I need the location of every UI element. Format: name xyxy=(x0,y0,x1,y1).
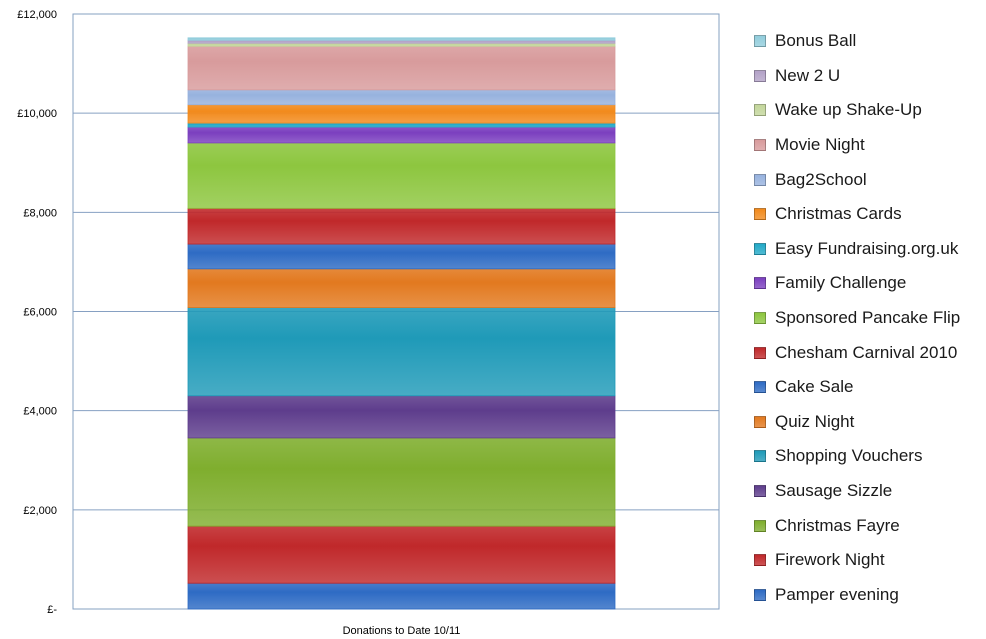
bar-segment xyxy=(187,268,616,308)
legend-swatch xyxy=(754,104,766,117)
legend-swatch xyxy=(754,173,766,186)
legend-item: Wake up Shake-Up xyxy=(754,93,986,128)
bar-segment xyxy=(187,525,616,584)
bar-segment xyxy=(187,122,616,128)
bar-segment xyxy=(187,243,616,270)
legend-swatch xyxy=(754,485,766,498)
legend-swatch xyxy=(754,346,766,359)
legend-item: Chesham Carnival 2010 xyxy=(754,335,986,370)
legend-label: Shopping Vouchers xyxy=(775,446,923,466)
bar-segment xyxy=(187,39,616,44)
y-tick-label: £4,000 xyxy=(23,406,57,418)
legend-label: Christmas Fayre xyxy=(775,515,900,535)
legend-swatch xyxy=(754,208,766,221)
bar-segment xyxy=(187,582,616,610)
y-tick-label: £12,000 xyxy=(17,9,57,21)
legend-item: Sausage Sizzle xyxy=(754,474,986,509)
legend-item: Family Challenge xyxy=(754,266,986,301)
legend-item: Firework Night xyxy=(754,543,986,578)
bar-segment xyxy=(187,104,616,124)
legend-label: Family Challenge xyxy=(775,273,907,293)
bar-segment xyxy=(187,437,616,527)
legend-item: Christmas Cards xyxy=(754,197,986,232)
legend-swatch xyxy=(754,139,766,152)
y-tick-label: £- xyxy=(47,604,57,616)
chart: £- £2,000 £4,000 £6,000 £8,000 £10,000 £12,000… xyxy=(17,9,720,637)
bar-segment xyxy=(187,126,616,144)
legend-label: Bonus Ball xyxy=(775,31,857,51)
legend-swatch xyxy=(754,381,766,394)
x-axis-category-labels: Donations to Date 10/11 xyxy=(343,625,461,637)
bar-segment xyxy=(187,45,616,91)
legend-swatch xyxy=(754,519,766,532)
legend-item: Easy Fundraising.org.uk xyxy=(754,232,986,267)
legend-label: Christmas Cards xyxy=(775,204,902,224)
legend-label: Sponsored Pancake Flip xyxy=(775,308,961,328)
legend-item: Sponsored Pancake Flip xyxy=(754,301,986,336)
legend-label: Bag2School xyxy=(775,169,867,189)
legend-swatch xyxy=(754,277,766,290)
x-category-label: Donations to Date 10/11 xyxy=(343,625,461,637)
bar-segment xyxy=(187,207,616,245)
y-tick-label: £10,000 xyxy=(17,108,57,120)
bar-segment xyxy=(187,307,616,397)
legend-label: Wake up Shake-Up xyxy=(775,100,922,120)
legend-label: Chesham Carnival 2010 xyxy=(775,342,958,362)
bar-segment xyxy=(187,395,616,439)
legend-item: Movie Night xyxy=(754,128,986,163)
legend-swatch xyxy=(754,415,766,428)
legend-swatch xyxy=(754,450,766,463)
legend-item: Cake Sale xyxy=(754,370,986,405)
stacked-bars xyxy=(187,37,616,610)
legend-swatch xyxy=(754,242,766,255)
legend-item: Christmas Fayre xyxy=(754,508,986,543)
bar-segment xyxy=(187,142,616,209)
legend-swatch xyxy=(754,35,766,48)
y-axis-tick-labels: £- £2,000 £4,000 £6,000 £8,000 £10,000 £12,000 xyxy=(17,9,57,616)
legend-item: New 2 U xyxy=(754,59,986,94)
legend-item: Quiz Night xyxy=(754,405,986,440)
legend-label: Cake Sale xyxy=(775,377,854,397)
legend-label: Movie Night xyxy=(775,135,865,155)
legend-swatch xyxy=(754,69,766,82)
legend-item: Shopping Vouchers xyxy=(754,439,986,474)
bar-segment xyxy=(187,89,616,106)
legend-swatch xyxy=(754,554,766,567)
y-tick-label: £8,000 xyxy=(23,207,57,219)
y-tick-label: £6,000 xyxy=(23,307,57,319)
legend-item: Pamper evening xyxy=(754,578,986,613)
legend-swatch xyxy=(754,312,766,325)
legend-item: Bonus Ball xyxy=(754,24,986,59)
legend-label: Sausage Sizzle xyxy=(775,481,893,501)
legend-swatch xyxy=(754,588,766,601)
legend-label: Easy Fundraising.org.uk xyxy=(775,238,959,258)
legend-label: Pamper evening xyxy=(775,584,899,604)
legend: Bonus Ball New 2 U Wake up Shake-Up Movie N… xyxy=(754,24,986,612)
bar-segment xyxy=(187,37,616,41)
legend-label: New 2 U xyxy=(775,65,841,85)
legend-item: Bag2School xyxy=(754,162,986,197)
bar-segment xyxy=(187,42,616,47)
y-tick-label: £2,000 xyxy=(23,505,57,517)
legend-label: Firework Night xyxy=(775,550,885,570)
legend-label: Quiz Night xyxy=(775,411,855,431)
